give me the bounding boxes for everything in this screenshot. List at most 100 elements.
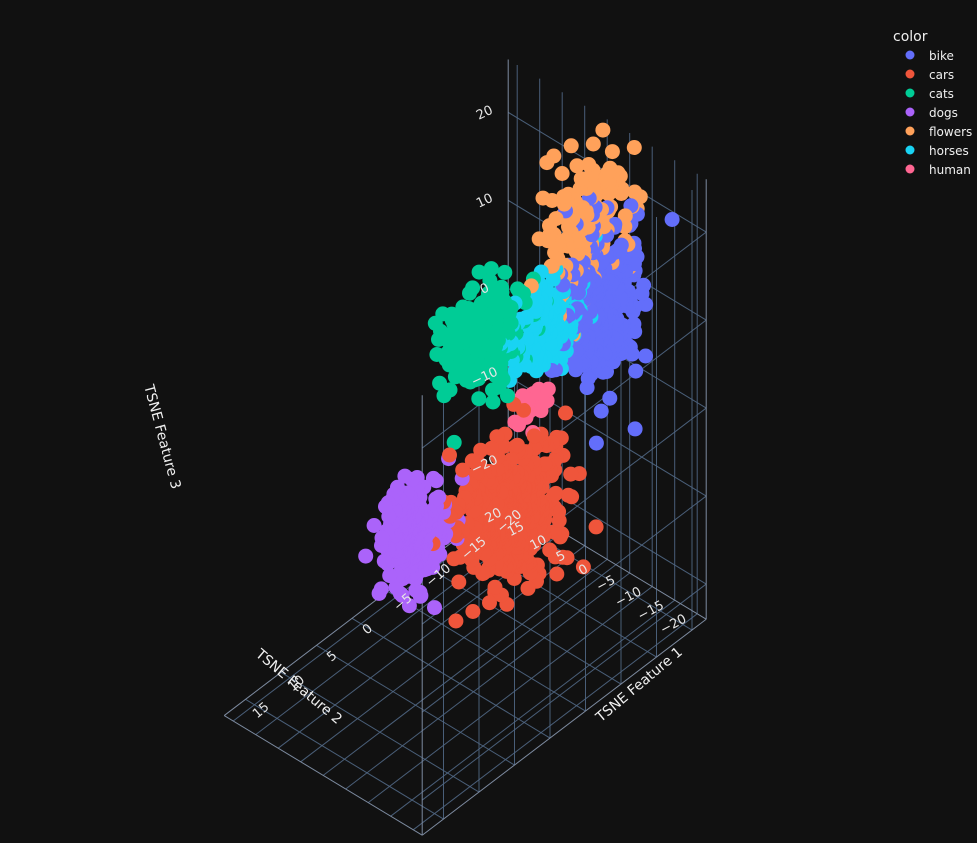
data-point-cars	[526, 428, 542, 444]
legend-item-cats[interactable]: cats	[905, 87, 954, 101]
data-point-cats	[447, 369, 463, 385]
legend-item-flowers[interactable]: flowers	[905, 125, 973, 139]
legend-label-horses: horses	[929, 144, 969, 158]
data-point-dogs	[366, 518, 382, 533]
y-tick-label: −5	[594, 573, 618, 595]
floor-grid-line-y	[322, 559, 608, 776]
legend-marker-horses	[905, 145, 915, 155]
data-point-cats	[429, 347, 445, 362]
y-tick-label: −20	[658, 612, 689, 638]
data-point-flowers	[554, 166, 570, 181]
data-point-flowers	[627, 184, 643, 200]
legend-marker-bike	[905, 50, 915, 60]
floor-grid-line-y	[367, 586, 653, 803]
data-point-flowers	[535, 190, 551, 206]
data-point-bike	[664, 212, 680, 227]
data-point-dogs	[408, 582, 424, 598]
x-tick-label: 15	[250, 700, 272, 722]
legend-item-dogs[interactable]: dogs	[905, 106, 958, 120]
data-point-dogs	[371, 585, 387, 601]
data-point-cats	[485, 394, 501, 410]
data-point-dogs	[388, 579, 404, 595]
legend-label-human: human	[929, 163, 971, 177]
data-point-dogs	[374, 530, 390, 546]
back-wall-grid-line-z	[421, 583, 707, 801]
data-point-flowers	[531, 231, 547, 247]
data-point-horses	[545, 271, 561, 287]
grid-layer	[223, 59, 707, 836]
legend-label-flowers: flowers	[929, 125, 972, 139]
data-point-cars	[465, 604, 481, 619]
y-tick-label: 15	[505, 519, 527, 540]
data-point-cats	[483, 261, 499, 277]
x-axis-title: TSNE Feature 1	[592, 644, 685, 726]
data-point-bike	[628, 363, 644, 379]
data-point-cars	[446, 551, 462, 567]
data-point-dogs	[376, 553, 392, 569]
data-point-flowers	[626, 140, 642, 155]
data-point-cats	[432, 375, 448, 391]
legend-item-horses[interactable]: horses	[905, 144, 969, 158]
data-point-cars	[473, 442, 489, 458]
data-point-cars	[509, 437, 525, 453]
points-layer	[358, 122, 680, 629]
legend-label-cars: cars	[929, 68, 954, 82]
legend-title: color	[893, 29, 928, 45]
data-point-flowers	[581, 157, 597, 172]
data-point-flowers	[585, 136, 601, 152]
data-point-cats	[485, 382, 500, 398]
data-point-flowers	[542, 218, 557, 234]
data-point-cars	[455, 462, 471, 478]
floor-grid-line-y	[345, 572, 631, 790]
data-point-flowers	[556, 189, 572, 205]
data-point-cats	[427, 315, 443, 331]
data-point-human	[507, 414, 523, 430]
data-point-dogs	[425, 470, 441, 486]
legend-item-cars[interactable]: cars	[905, 68, 955, 82]
legend-marker-cats	[905, 88, 915, 98]
data-point-cars	[563, 466, 579, 482]
data-point-cars	[442, 447, 457, 463]
data-point-cars	[588, 519, 604, 535]
data-point-cars	[549, 566, 565, 582]
legend-label-dogs: dogs	[929, 106, 958, 120]
data-point-dogs	[427, 600, 442, 616]
data-point-dogs	[378, 499, 393, 515]
data-point-flowers	[573, 171, 589, 187]
data-point-cars	[575, 559, 591, 575]
data-point-bike	[627, 421, 643, 437]
data-point-cars	[448, 613, 464, 629]
z-tick-label: 10	[474, 191, 495, 212]
data-point-cars	[482, 595, 497, 611]
data-point-flowers	[539, 155, 555, 171]
y-tick-label: −15	[635, 598, 666, 624]
data-point-dogs	[382, 568, 398, 584]
data-point-cars	[487, 579, 503, 595]
data-point-cars	[542, 542, 558, 558]
data-point-bike	[634, 286, 650, 301]
box-edge	[223, 715, 423, 836]
legend-item-bike[interactable]: bike	[905, 49, 954, 63]
y-tick-label: 10	[528, 533, 550, 554]
data-point-cars	[560, 487, 576, 503]
legend-marker-cars	[905, 69, 915, 79]
data-point-cats	[446, 434, 462, 450]
legend-marker-flowers	[905, 126, 915, 136]
data-point-flowers	[569, 158, 585, 174]
legend-marker-human	[905, 164, 915, 174]
data-point-cars	[558, 405, 573, 421]
data-point-flowers	[617, 208, 633, 224]
legend-item-human[interactable]: human	[905, 163, 971, 177]
legend-marker-dogs	[905, 107, 915, 117]
data-point-bike	[602, 390, 618, 406]
data-point-dogs	[358, 548, 374, 564]
data-point-flowers	[595, 122, 611, 138]
data-point-flowers	[563, 138, 579, 154]
data-point-cars	[464, 453, 480, 469]
floor-grid-line-y	[412, 613, 698, 831]
data-point-cats	[462, 285, 477, 301]
legend[interactable]: color bike cars cats dogs flowers horses human	[893, 29, 972, 177]
data-point-cars	[520, 580, 536, 596]
data-point-bike	[579, 380, 595, 396]
